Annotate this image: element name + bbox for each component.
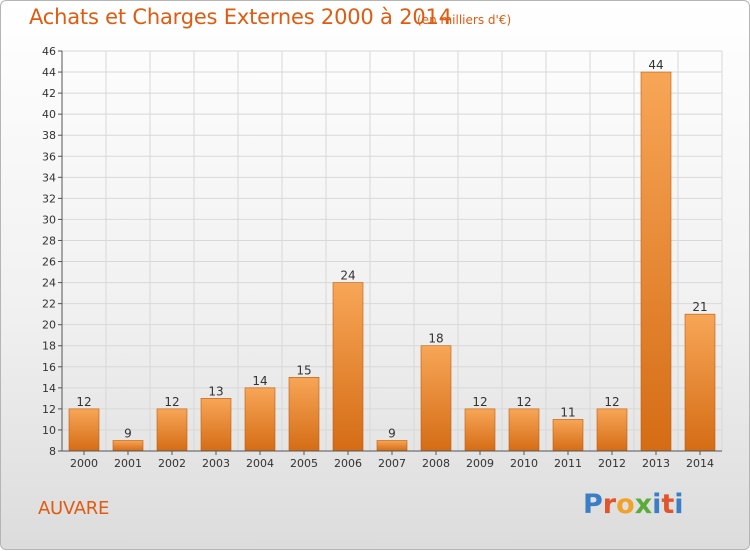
y-tick-label: 42 [42, 87, 56, 100]
chart-unit: (en milliers d'€) [417, 13, 512, 27]
y-tick-label: 40 [42, 108, 56, 121]
data-label: 11 [560, 405, 575, 419]
logo-letter: x [634, 489, 653, 520]
data-label: 12 [164, 395, 179, 409]
y-tick-label: 18 [42, 340, 56, 353]
x-tick-label: 2005 [290, 457, 318, 470]
y-tick-label: 30 [42, 213, 56, 226]
x-tick-label: 2009 [466, 457, 494, 470]
x-tick-label: 2014 [686, 457, 714, 470]
x-tick-label: 2002 [158, 457, 186, 470]
data-label: 14 [252, 374, 267, 388]
bar [640, 71, 672, 452]
y-tick-label: 10 [42, 424, 56, 437]
data-label: 12 [76, 395, 91, 409]
logo-letter: t [661, 489, 675, 520]
bar [552, 419, 584, 452]
y-tick-label: 32 [42, 192, 56, 205]
x-tick-label: 2001 [114, 457, 142, 470]
x-tick-label: 2006 [334, 457, 362, 470]
x-tick-label: 2003 [202, 457, 230, 470]
logo-letter: i [674, 489, 684, 520]
bar [684, 313, 716, 452]
y-tick-label: 22 [42, 298, 56, 311]
y-tick-label: 34 [42, 171, 56, 184]
y-tick-label: 44 [42, 66, 56, 79]
x-tick-label: 2010 [510, 457, 538, 470]
bar [508, 408, 540, 452]
x-tick-label: 2007 [378, 457, 406, 470]
bar [68, 408, 100, 452]
data-label: 12 [472, 395, 487, 409]
y-tick-label: 20 [42, 319, 56, 332]
bar [376, 440, 408, 452]
bar [420, 345, 452, 452]
y-tick-label: 12 [42, 403, 56, 416]
chart-title: Achats et Charges Externes 2000 à 2014 [29, 5, 452, 29]
y-tick-label: 24 [42, 277, 56, 290]
bars [68, 71, 716, 452]
data-label: 9 [388, 426, 396, 440]
x-tick-label: 2004 [246, 457, 274, 470]
x-tick-label: 2012 [598, 457, 626, 470]
logo-letter: r [602, 489, 617, 520]
labels: 8 10 12 14 16 18 20 22 24 26 28 30 32 34 36 38 40 42 44 46 1… [42, 45, 714, 470]
data-label: 12 [604, 395, 619, 409]
grid-lines [61, 50, 723, 452]
proxiti-logo[interactable]: Proxiti [583, 489, 684, 520]
data-label: 24 [340, 269, 355, 283]
x-tick-label: 2011 [554, 457, 582, 470]
bar [200, 398, 232, 452]
y-tick-label: 38 [42, 129, 56, 142]
bar [288, 377, 320, 452]
data-label: 15 [296, 363, 311, 377]
data-label: 13 [208, 384, 223, 398]
y-tick-label: 36 [42, 150, 56, 163]
logo-letter: P [583, 489, 603, 520]
bar [156, 408, 188, 452]
logo-letter: o [616, 489, 635, 520]
bar [244, 387, 276, 452]
bar [112, 440, 144, 452]
commune-name: AUVARE [38, 498, 110, 519]
bar [464, 408, 496, 452]
y-tick-label: 8 [49, 445, 56, 458]
y-tick-label: 16 [42, 361, 56, 374]
y-tick-label: 28 [42, 234, 56, 247]
y-tick-label: 46 [42, 45, 56, 58]
data-label: 44 [648, 58, 663, 72]
x-tick-label: 2008 [422, 457, 450, 470]
bar [596, 408, 628, 452]
y-tick-label: 26 [42, 256, 56, 269]
axes [58, 50, 722, 455]
y-tick-label: 14 [42, 382, 56, 395]
x-tick-label: 2000 [70, 457, 98, 470]
data-label: 18 [428, 332, 443, 346]
bar [332, 282, 364, 452]
data-label: 21 [692, 300, 707, 314]
logo-letter: i [652, 489, 662, 520]
data-label: 9 [124, 426, 132, 440]
data-label: 12 [516, 395, 531, 409]
x-tick-label: 2013 [642, 457, 670, 470]
